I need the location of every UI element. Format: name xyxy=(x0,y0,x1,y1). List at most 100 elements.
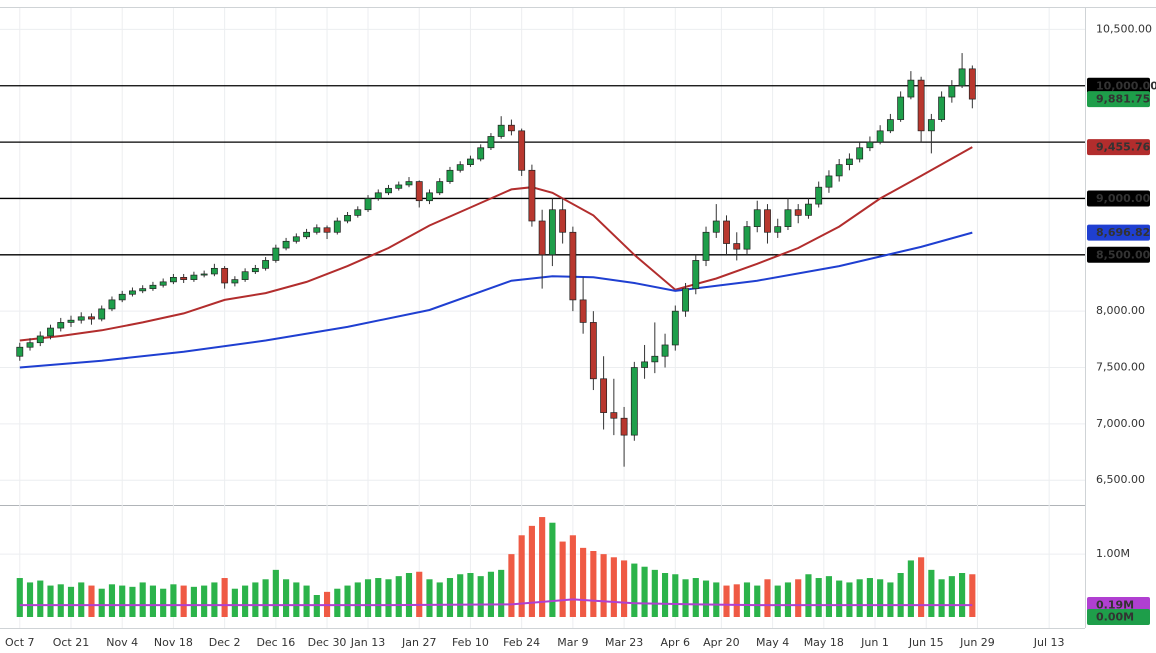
volume-bar xyxy=(631,563,638,617)
volume-bar xyxy=(508,554,515,617)
candle-body xyxy=(169,276,177,283)
labels: Oct 7 Oct 21 Nov 4 Nov 18 Dec 2 Dec 16 Dec 30 J… xyxy=(5,22,1156,649)
volume-bar xyxy=(385,579,392,617)
volume-bar xyxy=(108,584,116,617)
volume-bar xyxy=(959,573,966,617)
candle-body xyxy=(548,209,556,256)
volume-bar xyxy=(283,579,290,617)
x-tick-label: Dec 30 xyxy=(308,636,347,649)
volume-bar xyxy=(364,579,372,617)
candle-body xyxy=(507,124,515,132)
candle-body xyxy=(385,187,392,194)
volume-bar xyxy=(702,580,710,617)
y-tick-label: 6,500.00 xyxy=(1096,473,1145,486)
volume-bar xyxy=(67,586,75,617)
volume-bar xyxy=(918,557,925,617)
volume-bar xyxy=(231,588,238,617)
candle-body xyxy=(292,236,300,242)
candle-body xyxy=(958,68,966,87)
volume-bar xyxy=(897,573,904,617)
candle-body xyxy=(251,267,259,273)
volume-bar xyxy=(405,573,413,617)
candle-body xyxy=(702,231,710,261)
candle-body xyxy=(805,203,812,216)
x-tick-label: Apr 6 xyxy=(661,636,691,649)
volume-bar xyxy=(334,588,341,617)
volume-bar xyxy=(754,585,761,617)
volume-bar xyxy=(907,560,914,617)
x-tick-label: Mar 9 xyxy=(557,636,588,649)
volume-bar xyxy=(549,522,556,617)
volume-bar xyxy=(221,578,228,617)
candle-body xyxy=(825,175,833,188)
candle-body xyxy=(835,164,843,177)
x-tick-label: Jun 1 xyxy=(860,636,889,649)
candle-body xyxy=(630,367,638,436)
volume-bar xyxy=(242,585,249,617)
price-marker xyxy=(1087,224,1150,241)
price-marker xyxy=(1087,190,1150,207)
volume-bar xyxy=(887,582,894,617)
volume-bar xyxy=(457,574,464,617)
volume-bar xyxy=(672,574,679,617)
x-tick-label: May 4 xyxy=(756,636,789,649)
price-marker-label: 8,500.00 xyxy=(1096,248,1151,261)
candle-body xyxy=(559,209,567,233)
volume-bar xyxy=(354,582,361,617)
candle-body xyxy=(139,288,147,292)
candle-body xyxy=(16,346,24,357)
candle-body xyxy=(313,227,321,233)
y-tick-label: 10,500.00 xyxy=(1096,22,1152,35)
candle-body xyxy=(47,327,54,337)
volume-bar xyxy=(877,579,884,617)
x-tick-label: Apr 20 xyxy=(703,636,740,649)
price-marker-label: 9,881.75 xyxy=(1096,93,1150,106)
volume-bar xyxy=(190,586,197,617)
volume-bar xyxy=(293,582,300,617)
candle-body xyxy=(600,378,608,413)
volume-bar xyxy=(88,585,95,617)
volume-bar xyxy=(436,582,443,617)
volume-bar xyxy=(201,585,208,617)
candle-body xyxy=(77,316,85,321)
volume-bar xyxy=(528,525,535,617)
x-tick-label: May 18 xyxy=(804,636,844,649)
price-marker-label: 8,696.82 xyxy=(1096,226,1150,239)
volume-bar xyxy=(764,579,771,617)
x-tick-label: Mar 23 xyxy=(605,636,643,649)
volume-bar xyxy=(580,547,587,617)
candle-body xyxy=(190,274,198,280)
candle-body xyxy=(374,192,382,199)
volume-bar xyxy=(16,578,23,617)
candle-body xyxy=(241,271,249,280)
volume-bar xyxy=(487,571,495,617)
candle-body xyxy=(661,344,669,357)
candle-body xyxy=(528,169,536,222)
volume-bar xyxy=(784,582,792,617)
volume-bar xyxy=(395,576,402,617)
grid xyxy=(0,8,1085,628)
candle-body xyxy=(815,186,823,205)
candle-body xyxy=(436,181,444,194)
candle-body xyxy=(323,227,331,233)
candle-body xyxy=(641,361,648,368)
candle-body xyxy=(927,119,935,132)
candle-body xyxy=(579,299,587,323)
volume-bar xyxy=(539,517,546,617)
volume-bar xyxy=(836,580,843,617)
candle-body xyxy=(569,231,577,301)
candle-body xyxy=(774,226,782,233)
price-marker xyxy=(1087,246,1150,263)
candle-body xyxy=(221,267,229,284)
volume-bar xyxy=(262,579,269,617)
y-tick-label: 8,000.00 xyxy=(1096,304,1145,317)
volume-bar xyxy=(211,582,218,617)
candle-body xyxy=(794,209,802,216)
candle-body xyxy=(456,164,464,171)
candle-body xyxy=(589,322,597,380)
candle-body xyxy=(907,79,915,98)
x-tick-label: Jun 15 xyxy=(908,636,944,649)
x-tick-label: Dec 2 xyxy=(209,636,241,649)
volume-bar xyxy=(375,578,382,617)
